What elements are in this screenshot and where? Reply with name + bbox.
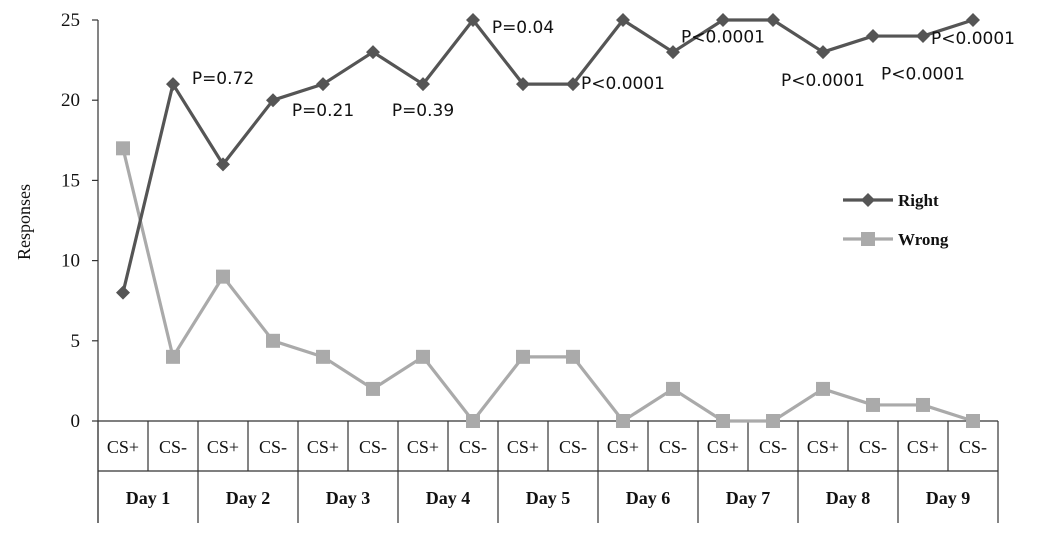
data-point-marker — [366, 45, 380, 60]
x-category-label: CS+ — [207, 437, 239, 457]
x-category-label: CS- — [859, 437, 887, 457]
data-point-marker — [466, 414, 480, 428]
legend-label: Right — [898, 191, 939, 210]
data-point-marker — [266, 93, 280, 108]
y-tick-label: 10 — [61, 251, 80, 272]
data-point-marker — [866, 397, 880, 412]
axes — [92, 19, 999, 523]
data-point-marker — [166, 77, 180, 92]
x-category-label: CS- — [659, 437, 687, 457]
y-axis-label: Responses — [14, 184, 34, 260]
series-group — [116, 13, 980, 428]
y-tick-labels: 0 5 10 15 20 25 — [61, 10, 80, 432]
data-point-marker — [766, 13, 780, 27]
data-point-marker — [366, 381, 380, 396]
data-point-marker — [466, 13, 480, 27]
y-tick-label: 0 — [71, 411, 81, 432]
data-point-marker — [166, 349, 180, 364]
y-tick-label: 20 — [61, 90, 80, 111]
x-category-label: CS+ — [507, 437, 539, 457]
data-point-marker — [816, 45, 830, 60]
x-category-label: CS- — [259, 437, 287, 457]
p-value-annotation: P<0.0001 — [681, 27, 765, 47]
x-group-label: Day 5 — [526, 488, 571, 508]
data-point-marker — [866, 29, 880, 44]
p-value-annotation: P=0.72 — [192, 69, 254, 89]
data-point-marker — [516, 349, 530, 364]
x-group-label: Day 3 — [326, 488, 371, 508]
annotations: P=0.72 P=0.21 P=0.39 P=0.04 P<0.0001 P<0.0001… — [192, 18, 1015, 121]
p-value-annotation: P=0.04 — [492, 18, 554, 38]
data-point-marker — [861, 232, 875, 246]
x-category-label: CS- — [759, 437, 787, 457]
data-point-marker — [266, 333, 280, 348]
y-tick-label: 25 — [61, 10, 80, 31]
x-category-label: CS- — [159, 437, 187, 457]
x-category-label: CS- — [959, 437, 987, 457]
data-point-marker — [116, 285, 130, 300]
data-point-marker — [516, 77, 530, 92]
p-value-annotation: P<0.0001 — [881, 64, 965, 84]
x-group-label: Day 7 — [726, 488, 771, 508]
data-point-marker — [666, 45, 680, 60]
x-category-label: CS+ — [807, 437, 839, 457]
x-group-label: Day 4 — [426, 488, 471, 508]
series-line — [121, 147, 974, 423]
x-category-labels: CS+ CS- CS+ CS- CS+ CS- CS+ CS- CS+ CS- CS+ CS- CS+ C… — [107, 437, 987, 508]
data-point-marker — [566, 349, 580, 364]
data-point-marker — [566, 77, 580, 92]
data-point-marker — [716, 13, 730, 27]
data-point-marker — [716, 414, 730, 428]
x-category-label: CS+ — [407, 437, 439, 457]
series-wrong — [116, 141, 980, 428]
data-point-marker — [216, 157, 230, 172]
data-point-marker — [966, 13, 980, 27]
x-group-label: Day 9 — [926, 488, 971, 508]
data-point-marker — [316, 77, 330, 92]
data-point-marker — [416, 77, 430, 92]
data-point-marker — [616, 13, 630, 27]
legend-label: Wrong — [898, 230, 949, 249]
x-category-label: CS+ — [307, 437, 339, 457]
data-point-marker — [916, 29, 930, 44]
p-value-annotation: P<0.0001 — [781, 71, 865, 91]
y-tick-label: 15 — [61, 170, 80, 191]
p-value-annotation: P=0.21 — [292, 101, 354, 121]
x-category-label: CS+ — [107, 437, 139, 457]
legend-item-right: Right — [843, 191, 939, 210]
data-point-marker — [766, 414, 780, 428]
series-right — [116, 13, 980, 300]
p-value-annotation: P<0.0001 — [581, 74, 665, 94]
legend: Right Wrong — [843, 191, 949, 249]
x-group-label: Day 8 — [826, 488, 871, 508]
x-category-label: CS- — [459, 437, 487, 457]
x-group-label: Day 1 — [126, 488, 171, 508]
data-point-marker — [816, 381, 830, 396]
p-value-annotation: P<0.0001 — [931, 29, 1015, 49]
x-group-label: Day 6 — [626, 488, 671, 508]
p-value-annotation: P=0.39 — [392, 101, 454, 121]
data-point-marker — [916, 397, 930, 412]
x-category-label: CS- — [559, 437, 587, 457]
data-point-marker — [416, 349, 430, 364]
data-point-marker — [216, 269, 230, 284]
data-point-marker — [616, 414, 630, 428]
data-point-marker — [966, 414, 980, 428]
x-category-label: CS+ — [607, 437, 639, 457]
data-point-marker — [116, 141, 130, 156]
series-line — [121, 18, 974, 294]
data-point-marker — [861, 193, 875, 207]
x-category-label: CS- — [359, 437, 387, 457]
data-point-marker — [666, 381, 680, 396]
x-group-label: Day 2 — [226, 488, 271, 508]
x-category-label: CS+ — [907, 437, 939, 457]
y-tick-label: 5 — [71, 331, 81, 352]
x-category-label: CS+ — [707, 437, 739, 457]
data-point-marker — [316, 349, 330, 364]
legend-item-wrong: Wrong — [843, 230, 949, 249]
